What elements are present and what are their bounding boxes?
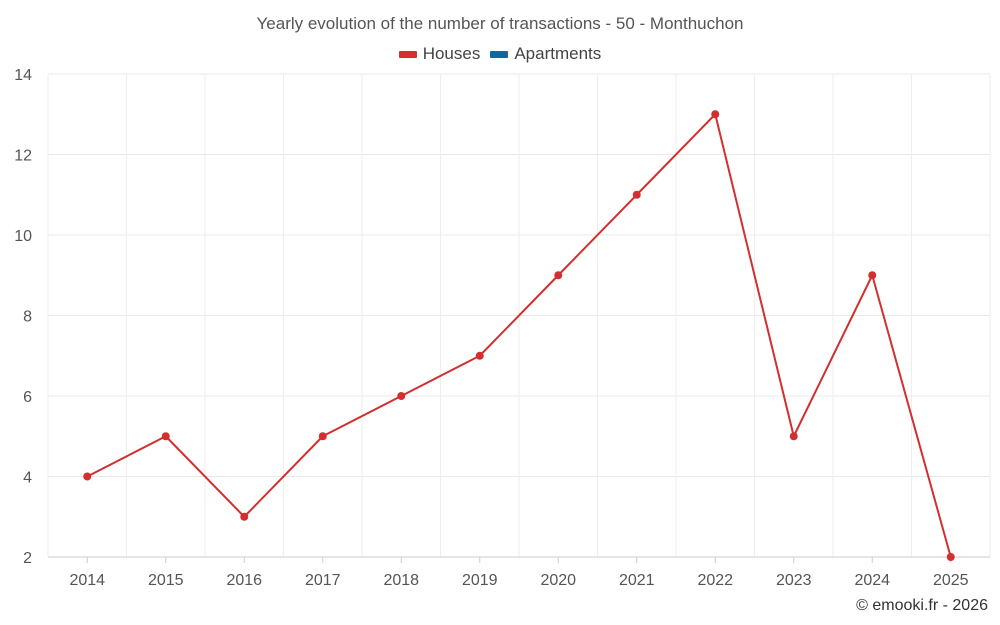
legend: Houses Apartments [0, 44, 1000, 64]
data-point-houses[interactable] [789, 432, 798, 441]
data-point-houses[interactable] [83, 472, 92, 481]
y-tick-label: 10 [14, 228, 32, 245]
x-tick-label: 2023 [776, 572, 812, 589]
legend-swatch-apartments [490, 50, 509, 58]
x-tick-label: 2017 [305, 572, 341, 589]
y-tick-label: 8 [23, 309, 32, 326]
x-tick-label: 2014 [69, 572, 105, 589]
data-point-houses[interactable] [240, 512, 249, 521]
x-tick-label: 2019 [462, 572, 498, 589]
data-point-houses[interactable] [868, 271, 877, 280]
x-tick-label: 2020 [540, 572, 576, 589]
y-tick-label: 2 [23, 550, 32, 567]
data-point-houses[interactable] [318, 432, 327, 441]
y-tick-label: 14 [14, 67, 32, 84]
chart-title: Yearly evolution of the number of transa… [256, 14, 744, 33]
data-point-houses[interactable] [711, 110, 720, 119]
data-point-houses[interactable] [161, 432, 170, 441]
legend-item-houses[interactable]: Houses [398, 44, 481, 64]
data-point-houses[interactable] [946, 553, 955, 561]
x-tick-label: 2021 [619, 572, 655, 589]
legend-swatch-houses [398, 50, 417, 58]
data-point-houses[interactable] [632, 190, 641, 199]
legend-item-apartments[interactable]: Apartments [490, 44, 601, 64]
x-tick-label: 2022 [697, 572, 733, 589]
y-tick-label: 12 [14, 148, 32, 165]
x-tick-label: 2025 [933, 572, 969, 589]
y-tick-label: 6 [23, 389, 32, 406]
credit-text: © emooki.fr - 2026 [856, 597, 988, 614]
x-tick-label: 2016 [226, 572, 262, 589]
series-line-houses [86, 113, 952, 558]
y-tick-label: 4 [23, 470, 32, 487]
data-point-houses[interactable] [475, 351, 484, 360]
data-point-houses[interactable] [397, 392, 406, 400]
legend-label-houses: Houses [422, 44, 481, 63]
x-tick-label: 2024 [854, 572, 890, 589]
data-point-houses[interactable] [554, 271, 563, 280]
legend-label-apartments: Apartments [514, 44, 602, 63]
x-tick-label: 2015 [148, 572, 184, 589]
x-tick-label: 2018 [383, 572, 419, 589]
